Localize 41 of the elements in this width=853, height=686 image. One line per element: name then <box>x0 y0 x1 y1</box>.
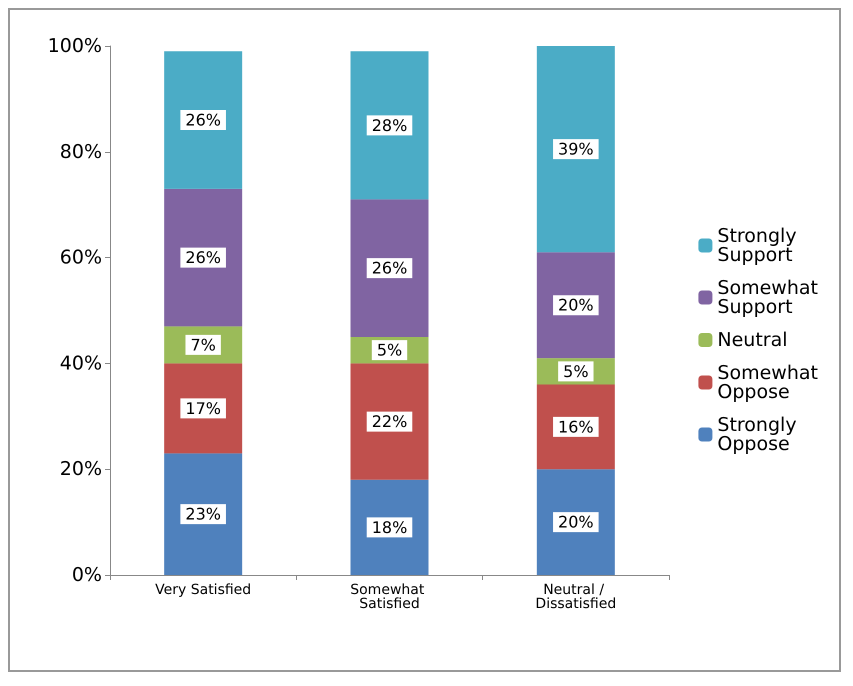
x-tick-label: Neutral / Dissatisfied <box>535 582 616 612</box>
bar <box>164 363 242 454</box>
legend-label: Neutral <box>717 329 788 351</box>
y-tick-label: 100% <box>48 35 102 57</box>
data-label: 20% <box>558 296 594 315</box>
data-label: 18% <box>372 518 408 537</box>
y-tick-label: 0% <box>72 564 102 586</box>
data-label: 26% <box>372 258 408 278</box>
data-label: 26% <box>185 110 221 130</box>
data-label: 22% <box>372 412 408 432</box>
data-label: 17% <box>185 398 221 418</box>
data-label: 23% <box>185 504 221 524</box>
legend-label: Somewhat Support <box>717 277 824 318</box>
legend-label: Strongly Support <box>717 225 803 266</box>
bar <box>350 51 428 200</box>
legend-label: Strongly Oppose <box>717 414 803 455</box>
x-tick-label: Very Satisfied <box>155 582 252 598</box>
bar <box>164 51 242 189</box>
data-label: 39% <box>558 140 594 159</box>
legend-label: Somewhat Oppose <box>717 362 824 403</box>
data-label: 5% <box>563 362 589 381</box>
data-label: 26% <box>185 248 221 268</box>
data-label: 5% <box>376 340 402 360</box>
data-label: 16% <box>558 417 594 436</box>
y-tick-label: 80% <box>60 140 102 163</box>
bar <box>164 188 242 326</box>
bar <box>536 252 615 358</box>
bar <box>164 453 242 575</box>
bar <box>350 363 428 480</box>
bar <box>350 199 428 337</box>
bar <box>350 480 428 575</box>
y-tick-label: 40% <box>60 352 102 374</box>
data-label: 28% <box>372 116 408 135</box>
x-tick-label: Somewhat Satisfied <box>350 582 429 612</box>
bar <box>536 469 615 575</box>
y-tick-label: 20% <box>60 458 102 480</box>
data-label: 7% <box>190 335 216 354</box>
y-tick-label: 60% <box>60 246 102 269</box>
bar <box>536 46 615 252</box>
data-label: 20% <box>558 512 594 532</box>
bar <box>536 384 615 470</box>
